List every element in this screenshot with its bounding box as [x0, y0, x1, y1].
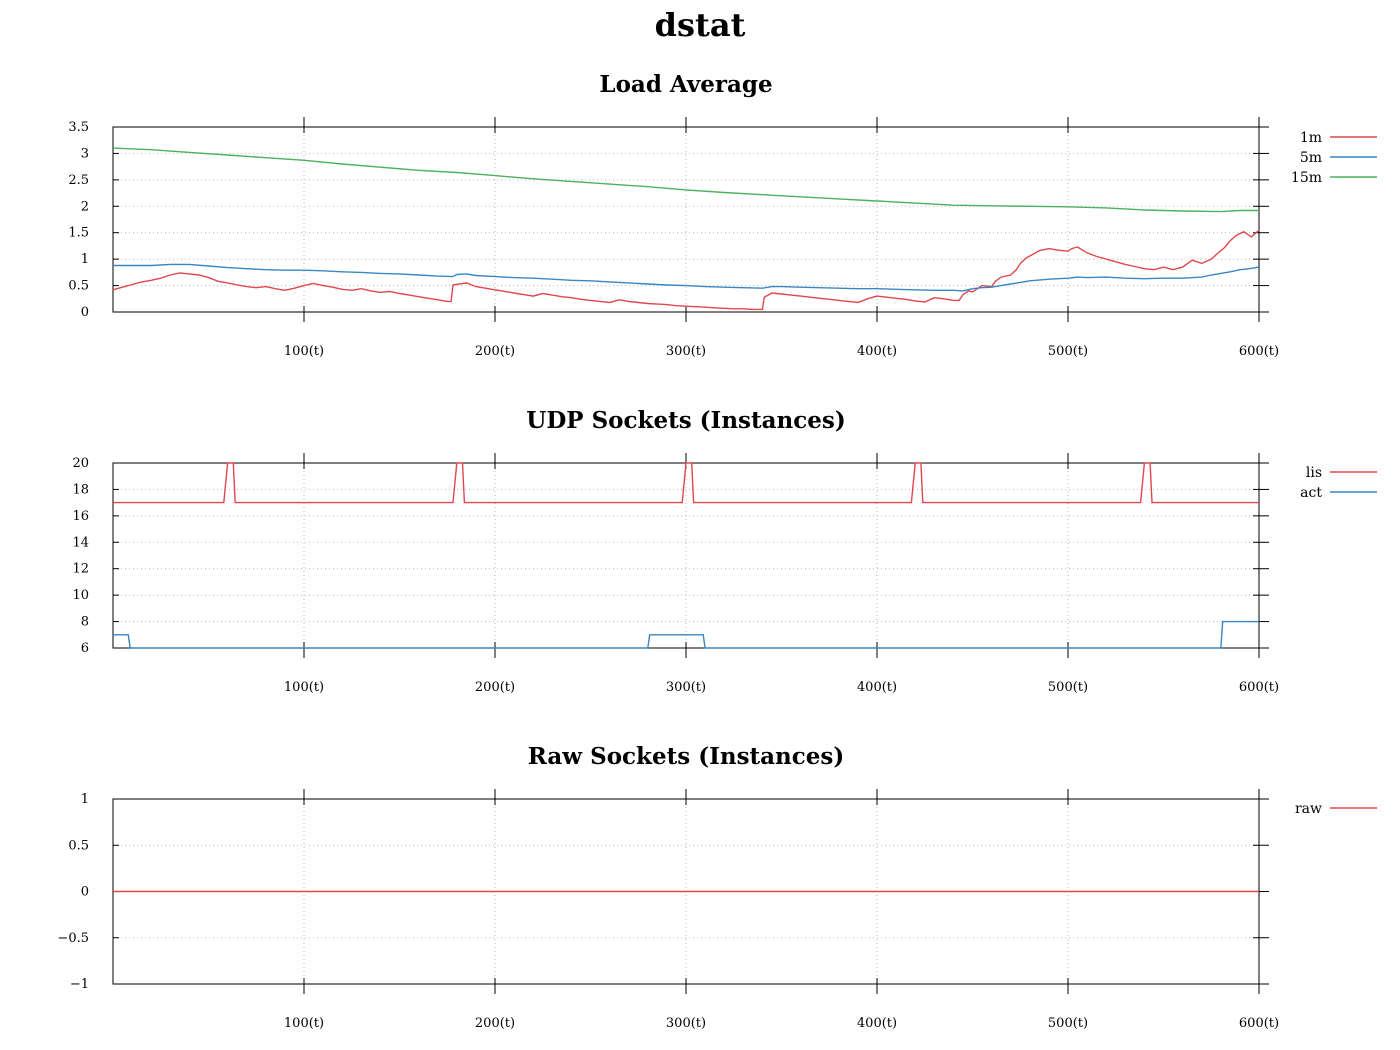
- y-tick-label: 0: [81, 885, 89, 900]
- y-tick-label: −1: [70, 977, 89, 992]
- y-tick-label: 0.5: [68, 279, 89, 294]
- series-line-act: [113, 620, 1259, 649]
- x-tick-label: 600(t): [1239, 1016, 1279, 1031]
- x-tick-label: 500(t): [1048, 680, 1088, 695]
- y-tick-label: 1: [81, 792, 89, 807]
- legend-label: act: [1300, 485, 1322, 501]
- legend-label: raw: [1295, 801, 1322, 817]
- x-tick-label: 400(t): [857, 680, 897, 695]
- y-tick-label: 10: [72, 588, 89, 603]
- x-tick-label: 600(t): [1239, 344, 1279, 359]
- x-tick-label: 100(t): [284, 1016, 324, 1031]
- x-tick-label: 500(t): [1048, 1016, 1088, 1031]
- x-tick-label: 100(t): [284, 680, 324, 695]
- y-tick-label: 0: [81, 305, 89, 320]
- x-tick-label: 600(t): [1239, 680, 1279, 695]
- y-tick-label: 16: [72, 509, 89, 524]
- chart-title: UDP Sockets (Instances): [526, 407, 845, 434]
- chart-panel-2: UDP Sockets (Instances) 6 8 10 12 14 16 18 20 100…: [72, 407, 1377, 695]
- x-tick-label: 200(t): [475, 680, 515, 695]
- legend-label: lis: [1306, 465, 1322, 481]
- y-tick-label: 3.5: [68, 120, 89, 135]
- x-tick-label: 200(t): [475, 1016, 515, 1031]
- x-tick-label: 300(t): [666, 1016, 706, 1031]
- x-tick-label: 200(t): [475, 344, 515, 359]
- page-title: dstat: [654, 6, 746, 44]
- y-tick-label: 6: [81, 641, 89, 656]
- legend-label: 5m: [1300, 150, 1322, 166]
- chart-panel-3: Raw Sockets (Instances) −1 −0.5 0 0.5 1 100(t)…: [57, 743, 1377, 1031]
- y-tick-label: 20: [72, 456, 89, 471]
- y-tick-label: 8: [81, 615, 89, 630]
- x-tick-label: 400(t): [857, 344, 897, 359]
- plot-frame: [112, 126, 1260, 313]
- chart-title: Load Average: [599, 71, 772, 98]
- x-tick-label: 100(t): [284, 344, 324, 359]
- chart-panel-1: Load Average 0 0.5 1 1.5 2 2.5 3 3.5 100(t) 200(t)…: [68, 71, 1377, 359]
- x-tick-label: 500(t): [1048, 344, 1088, 359]
- legend-label: 15m: [1291, 170, 1322, 186]
- y-tick-label: 14: [72, 535, 89, 550]
- y-tick-label: 3: [81, 146, 89, 161]
- y-tick-label: 2: [81, 199, 89, 214]
- y-tick-label: 12: [72, 562, 89, 577]
- chart-title: Raw Sockets (Instances): [528, 743, 845, 770]
- series-line-15m: [112, 147, 1259, 213]
- y-tick-label: 1.5: [68, 226, 89, 241]
- y-tick-label: 2.5: [68, 173, 89, 188]
- x-tick-label: 400(t): [857, 1016, 897, 1031]
- x-tick-label: 300(t): [666, 344, 706, 359]
- series-line-lis: [113, 462, 1259, 504]
- series-line-5m: [113, 263, 1260, 292]
- y-tick-label: 1: [81, 252, 89, 267]
- y-tick-label: 18: [72, 482, 89, 497]
- y-tick-label: 0.5: [68, 838, 89, 853]
- series-line-1m: [112, 229, 1260, 311]
- x-tick-label: 300(t): [666, 680, 706, 695]
- y-tick-label: −0.5: [57, 931, 89, 946]
- legend-label: 1m: [1300, 130, 1322, 146]
